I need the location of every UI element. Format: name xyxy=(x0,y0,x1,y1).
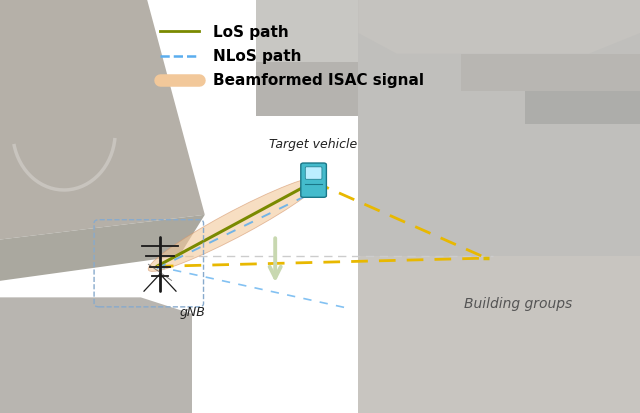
Text: gNB: gNB xyxy=(179,306,205,318)
Text: Building groups: Building groups xyxy=(464,297,573,311)
Polygon shape xyxy=(256,62,358,116)
Polygon shape xyxy=(0,0,205,240)
Polygon shape xyxy=(358,0,640,54)
Polygon shape xyxy=(256,0,358,62)
FancyBboxPatch shape xyxy=(305,167,322,179)
Text: Target vehicle: Target vehicle xyxy=(269,138,358,151)
Polygon shape xyxy=(358,0,640,256)
Legend: LoS path, NLoS path, Beamformed ISAC signal: LoS path, NLoS path, Beamformed ISAC sig… xyxy=(154,19,430,94)
Ellipse shape xyxy=(148,177,322,271)
FancyBboxPatch shape xyxy=(301,163,326,197)
Polygon shape xyxy=(525,54,640,124)
Polygon shape xyxy=(0,215,205,281)
Polygon shape xyxy=(0,297,192,413)
Polygon shape xyxy=(461,54,640,91)
Polygon shape xyxy=(358,256,640,413)
